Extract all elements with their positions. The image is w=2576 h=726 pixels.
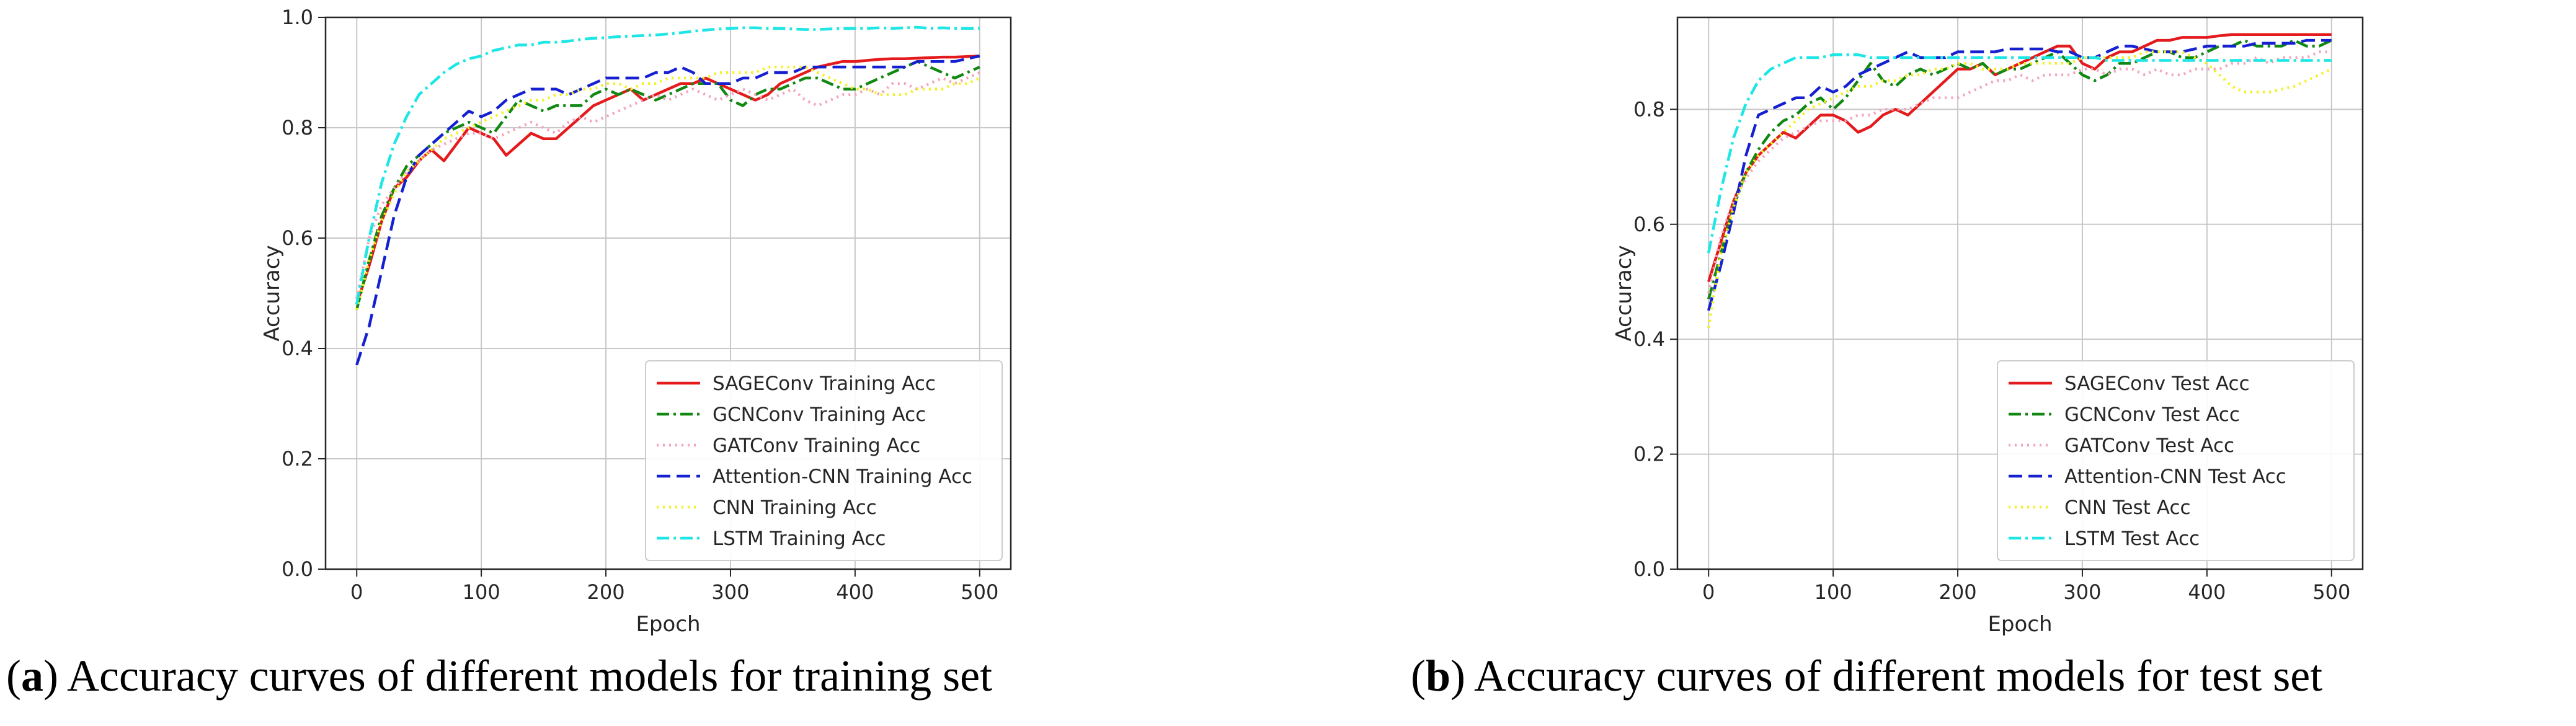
y-axis-label: Accuracy [260, 245, 285, 341]
y-tick-label: 0.6 [1633, 213, 1665, 236]
x-tick-label: 100 [463, 580, 500, 604]
x-tick-label: 400 [836, 580, 874, 604]
y-tick-label: 0.6 [282, 226, 313, 250]
x-tick-label: 0 [350, 580, 363, 604]
y-tick-label: 0.4 [1633, 327, 1665, 351]
series-line [1707, 53, 2332, 254]
series-lines [1707, 33, 2332, 328]
series-line [355, 55, 980, 305]
x-tick-label: 200 [587, 580, 625, 604]
plot-frame [324, 16, 1012, 570]
caption-text: Accuracy curves of different models for … [67, 651, 993, 701]
training-accuracy-chart: 0 100 200 300 400 500 0.0 0.2 0.4 0.6 0.8 1.0 Epoch… [260, 6, 1012, 637]
series-line [355, 65, 980, 311]
y-tick-label: 0.2 [282, 447, 313, 471]
series-line [1707, 50, 2332, 328]
series-line [355, 25, 980, 305]
legend-label: GCNConv Test Acc [2064, 404, 2240, 426]
legend-label: GCNConv Training Acc [713, 404, 926, 426]
legend-label: SAGEConv Training Acc [713, 373, 936, 395]
axis-ticks: 0 100 200 300 400 500 0.0 0.2 0.4 0.6 0.8 1.0 [282, 6, 998, 604]
legend-label: SAGEConv Test Acc [2064, 373, 2250, 395]
x-tick-label: 500 [961, 580, 998, 604]
series-line [1707, 38, 2332, 311]
series-line [1707, 50, 2332, 294]
y-tick-label: 1.0 [282, 6, 313, 29]
x-axis-label: Epoch [1988, 612, 2052, 637]
caption-letter: a [20, 651, 43, 701]
test-accuracy-chart: 0 100 200 300 400 500 0.0 0.2 0.4 0.6 0.8 Epoch Ac… [1612, 16, 2364, 637]
legend-label: CNN Test Acc [2064, 497, 2191, 519]
legend-label: LSTM Test Acc [2064, 528, 2200, 550]
series-line [355, 60, 980, 311]
y-tick-label: 0.8 [282, 116, 313, 139]
legend-box [1997, 360, 2355, 561]
x-tick-label: 0 [1702, 580, 1715, 604]
legend-label: Attention-CNN Training Acc [713, 466, 972, 488]
series-lines [355, 25, 980, 366]
x-tick-label: 200 [1939, 580, 1977, 604]
axis-ticks: 0 100 200 300 400 500 0.0 0.2 0.4 0.6 0.8 [1633, 97, 2350, 604]
caption-letter: b [1425, 651, 1451, 701]
series-line [1707, 38, 2332, 299]
series-line [1707, 33, 2332, 283]
legend-box [645, 360, 1003, 561]
x-tick-label: 300 [2063, 580, 2101, 604]
legend-label: GATConv Test Acc [2064, 435, 2234, 457]
caption-test-set: (b) Accuracy curves of different models … [1411, 651, 2323, 701]
y-tick-label: 0.8 [1633, 97, 1665, 121]
x-tick-label: 300 [711, 580, 749, 604]
legend-label: LSTM Training Acc [713, 528, 886, 550]
legend: SAGEConv Training Acc GCNConv Training Ac… [645, 360, 1003, 561]
series-line [355, 55, 980, 366]
caption-training-set: (a) Accuracy curves of different models … [6, 651, 993, 701]
x-tick-label: 500 [2312, 580, 2350, 604]
legend: SAGEConv Test Acc GCNConv Test Acc GATConv… [1997, 360, 2355, 561]
series-line [355, 71, 980, 299]
legend-label: GATConv Training Acc [713, 435, 920, 457]
y-tick-label: 0.2 [1633, 443, 1665, 466]
y-axis-label: Accuracy [1612, 245, 1637, 341]
x-tick-label: 100 [1814, 580, 1852, 604]
legend-label: Attention-CNN Test Acc [2064, 466, 2286, 488]
y-tick-label: 0.0 [1633, 557, 1665, 581]
x-tick-label: 400 [2188, 580, 2226, 604]
y-tick-label: 0.0 [282, 557, 313, 581]
legend-label: CNN Training Acc [713, 497, 877, 519]
x-axis-label: Epoch [636, 612, 700, 637]
caption-text: Accuracy curves of different models for … [1474, 651, 2323, 701]
y-tick-label: 0.4 [282, 337, 313, 360]
plot-frame [1676, 16, 2364, 570]
